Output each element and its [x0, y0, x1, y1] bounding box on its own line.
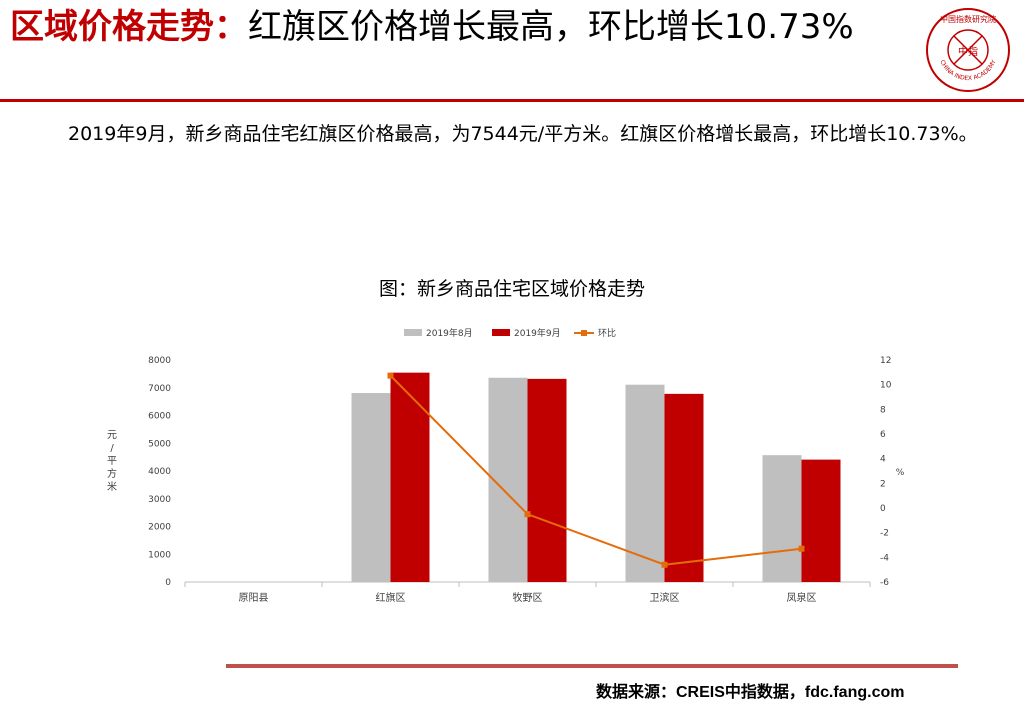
chart-title: 图：新乡商品住宅区域价格走势 [378, 278, 645, 300]
bar-aug [488, 377, 528, 582]
x-tick-label: 卫滨区 [650, 591, 680, 604]
data-source: 数据来源：CREIS中指数据，fdc.fang.com [596, 684, 905, 701]
y-tick-label: 1000 [148, 550, 171, 560]
legend-label: 2019年8月 [426, 327, 473, 339]
y-tick-label: 7000 [148, 384, 171, 394]
y-tick-label: 3000 [148, 495, 171, 505]
bar-aug [625, 384, 665, 582]
legend-label: 环比 [598, 327, 616, 339]
y-tick-label: 8000 [148, 356, 171, 366]
y2-tick-label: 12 [880, 356, 891, 366]
y-tick-label: 4000 [148, 467, 171, 477]
bar-sep [801, 459, 841, 582]
x-tick-label: 牧野区 [513, 591, 543, 604]
page-title-highlight: 区域价格走势： [10, 7, 248, 47]
bar-aug [351, 393, 391, 582]
logo-center-text: 中指 [958, 45, 978, 58]
y-axis-label-char: / [110, 443, 114, 454]
bar-aug [762, 455, 802, 582]
y2-tick-label: -4 [880, 553, 889, 563]
x-tick-label: 凤泉区 [787, 591, 817, 604]
legend-swatch [492, 329, 510, 336]
footer-rule [226, 664, 958, 668]
price-trend-chart: 0 1000 2000 3000 4000 5000 6000 7000 8000 -6 -4 -2 0… [107, 327, 905, 604]
summary-paragraph: 2019年9月，新乡商品住宅红旗区价格最高，为7544元/平方米。红旗区价格增长… [30, 118, 1000, 150]
y2-tick-label: 10 [880, 381, 892, 391]
line-point [798, 545, 805, 552]
line-point [387, 372, 394, 379]
bar-sep [527, 378, 567, 582]
y-tick-label: 0 [165, 578, 171, 588]
line-point [661, 561, 668, 568]
y2-tick-label: 0 [880, 504, 886, 514]
y2-tick-label: -2 [880, 529, 889, 539]
y2-tick-label: 6 [880, 430, 886, 440]
y-axis-label-char: 平 [107, 456, 117, 467]
bar-sep [390, 372, 430, 582]
logo-top-text: 中国指数研究院 [940, 14, 996, 24]
y2-tick-label: 2 [880, 479, 886, 489]
legend-label: 2019年9月 [514, 327, 561, 339]
y2-axis-label: % [896, 468, 905, 478]
y-tick-label: 2000 [148, 523, 171, 533]
x-tick-label: 原阳县 [239, 592, 269, 604]
china-index-academy-seal-icon: 中国指数研究院 中指 CHINA INDEX ACADEMY [926, 8, 1010, 92]
page-title-rest: 红旗区价格增长最高，环比增长10.73% [248, 7, 854, 47]
x-tick-label: 红旗区 [376, 591, 406, 604]
y-axis-label-char: 米 [107, 480, 117, 493]
line-mom [389, 374, 802, 566]
title-underline [0, 99, 1024, 102]
y-tick-label: 6000 [148, 412, 171, 422]
legend-line-marker [581, 330, 587, 336]
y2-tick-label: -6 [880, 578, 889, 588]
bar-sep [664, 393, 704, 582]
line-point [524, 511, 531, 518]
y2-tick-label: 8 [880, 405, 886, 415]
y-axis-label-char: 元 [107, 430, 117, 441]
y-tick-label: 5000 [148, 439, 171, 449]
y2-tick-label: 4 [880, 455, 886, 465]
page-title: 区域价格走势：红旗区价格增长最高，环比增长10.73% [10, 6, 910, 48]
y-axis-label-char: 方 [107, 467, 117, 480]
legend-swatch [404, 329, 422, 336]
summary-text: 2019年9月，新乡商品住宅红旗区价格最高，为7544元/平方米。红旗区价格增长… [68, 123, 978, 145]
